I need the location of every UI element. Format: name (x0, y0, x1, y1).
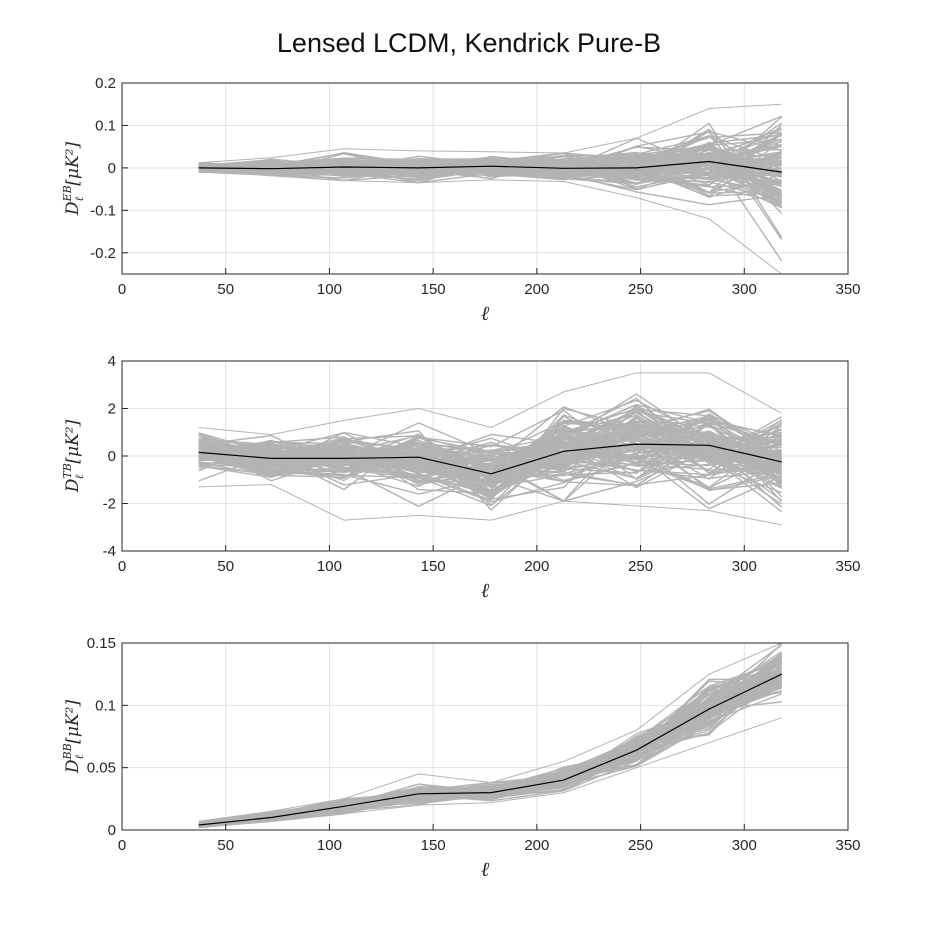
x-tick-label: 200 (524, 281, 549, 298)
ensemble-extreme-line (198, 103, 782, 164)
mean-line-bb (198, 673, 782, 826)
axes-frame-bb (121, 642, 849, 831)
x-ticks-tb: 0 50 100 150 200 250 300 350 (118, 545, 861, 575)
y-label-main-eb: D (63, 201, 83, 216)
y-tick-label: 0.05 (87, 760, 116, 777)
x-tick-label: 250 (628, 281, 653, 298)
x-tick-label: 300 (732, 281, 757, 298)
x-tick-label: 0 (118, 837, 126, 854)
x-tick-label: 100 (317, 281, 342, 298)
y-tick-label: -2 (103, 496, 116, 513)
ensemble-line (198, 149, 782, 174)
x-tick-label: 100 (317, 558, 342, 575)
y-label-sup-bb: BB (61, 743, 74, 760)
ensemble-extreme-line (198, 483, 782, 526)
y-axis-label-bb: DBBℓ [μK²] (61, 700, 86, 775)
mean-line-tb (198, 443, 782, 475)
chart-title: Lensed LCDM, Kendrick Pure-B (277, 28, 661, 58)
x-tick-label: 350 (835, 837, 860, 854)
y-tick-label: 4 (108, 353, 116, 370)
x-tick-label: 100 (317, 837, 342, 854)
ensemble-line (198, 133, 782, 191)
ensemble-line (198, 132, 782, 186)
x-tick-label: 150 (421, 281, 446, 298)
y-tick-label: 0.1 (95, 697, 116, 714)
x-tick-label: 50 (217, 837, 234, 854)
y-tick-label: 0 (108, 448, 116, 465)
y-label-sup-tb: TB (61, 463, 74, 478)
y-label-unit-tb: [μK²] (63, 419, 83, 463)
y-axis-label-eb: DEBℓ [μK²] (61, 142, 86, 217)
y-ticks-eb: -0.2 -0.1 0 0.1 0.2 (90, 75, 128, 262)
ensemble-line (198, 414, 782, 498)
x-tick-label: 200 (524, 837, 549, 854)
y-tick-label: 0 (108, 822, 116, 839)
ensemble-line (198, 410, 782, 468)
ensemble-line (198, 423, 782, 493)
y-ticks-tb: -4 -2 0 2 4 (103, 353, 128, 560)
x-axis-label-eb: ℓ (481, 301, 490, 325)
ensemble-extreme-line (198, 372, 782, 436)
y-label-main-tb: D (63, 478, 83, 493)
y-tick-label: -0.2 (90, 245, 116, 262)
y-tick-label: 0 (108, 160, 116, 177)
ensemble-lines-bb (198, 642, 783, 829)
ensemble-extreme-line (198, 642, 782, 822)
y-label-sub-eb: ℓ (73, 196, 86, 201)
y-label-sup-eb: EB (61, 185, 74, 202)
y-tick-label: 0.15 (87, 635, 116, 652)
ensemble-line (198, 419, 782, 495)
ensemble-lines-eb (198, 103, 783, 275)
x-tick-label: 350 (835, 281, 860, 298)
ensemble-line (198, 428, 782, 474)
y-label-unit-bb: [μK²] (63, 700, 83, 744)
x-axis-label-tb: ℓ (481, 578, 490, 602)
ensemble-extreme-line (198, 717, 782, 828)
ensemble-line (198, 680, 782, 825)
x-tick-label: 0 (118, 281, 126, 298)
x-tick-label: 300 (732, 837, 757, 854)
ensemble-line (198, 152, 782, 175)
x-tick-label: 150 (421, 558, 446, 575)
x-tick-label: 0 (118, 558, 126, 575)
y-tick-label: -0.1 (90, 202, 116, 219)
ensemble-line (198, 411, 782, 508)
ensemble-line (198, 424, 782, 495)
x-tick-label: 200 (524, 558, 549, 575)
y-tick-label: -4 (103, 543, 116, 560)
y-label-sub-tb: ℓ (73, 474, 86, 479)
x-tick-label: 350 (835, 558, 860, 575)
panel-bb: 0 50 100 150 200 250 300 350 0 0.05 0.1 0.15 ℓ DBB… (61, 635, 861, 881)
x-tick-label: 300 (732, 558, 757, 575)
y-label-sub-bb: ℓ (73, 754, 86, 759)
x-axis-label-bb: ℓ (481, 857, 490, 881)
x-ticks-bb: 0 50 100 150 200 250 300 350 (118, 824, 861, 854)
ensemble-line (198, 152, 782, 194)
x-tick-label: 250 (628, 558, 653, 575)
y-label-unit-eb: [μK²] (63, 142, 83, 186)
y-label-main-bb: D (63, 759, 83, 774)
panel-eb: 0 50 100 150 200 250 300 350 -0.2-0.100.10.2 ℓ … (61, 75, 861, 325)
y-tick-label: 2 (108, 401, 116, 418)
x-ticks-eb: 0 50 100 150 200 250 300 350 (118, 268, 861, 298)
y-axis-label-tb: DTBℓ [μK²] (61, 419, 86, 493)
ensemble-line (198, 660, 782, 823)
x-tick-label: 150 (421, 837, 446, 854)
x-tick-label: 250 (628, 837, 653, 854)
y-ticks-bb: 0 0.05 0.1 0.15 (87, 635, 128, 839)
y-tick-label: 0.2 (95, 75, 116, 92)
x-tick-label: 50 (217, 281, 234, 298)
y-tick-label: 0.1 (95, 117, 116, 134)
ensemble-line (198, 432, 782, 491)
ensemble-extreme-line (198, 171, 782, 275)
axes-frame-eb (121, 82, 849, 275)
ensemble-line (198, 448, 782, 502)
mean-line-eb (198, 160, 782, 173)
x-tick-label: 50 (217, 558, 234, 575)
ensemble-lines-tb (198, 372, 783, 526)
